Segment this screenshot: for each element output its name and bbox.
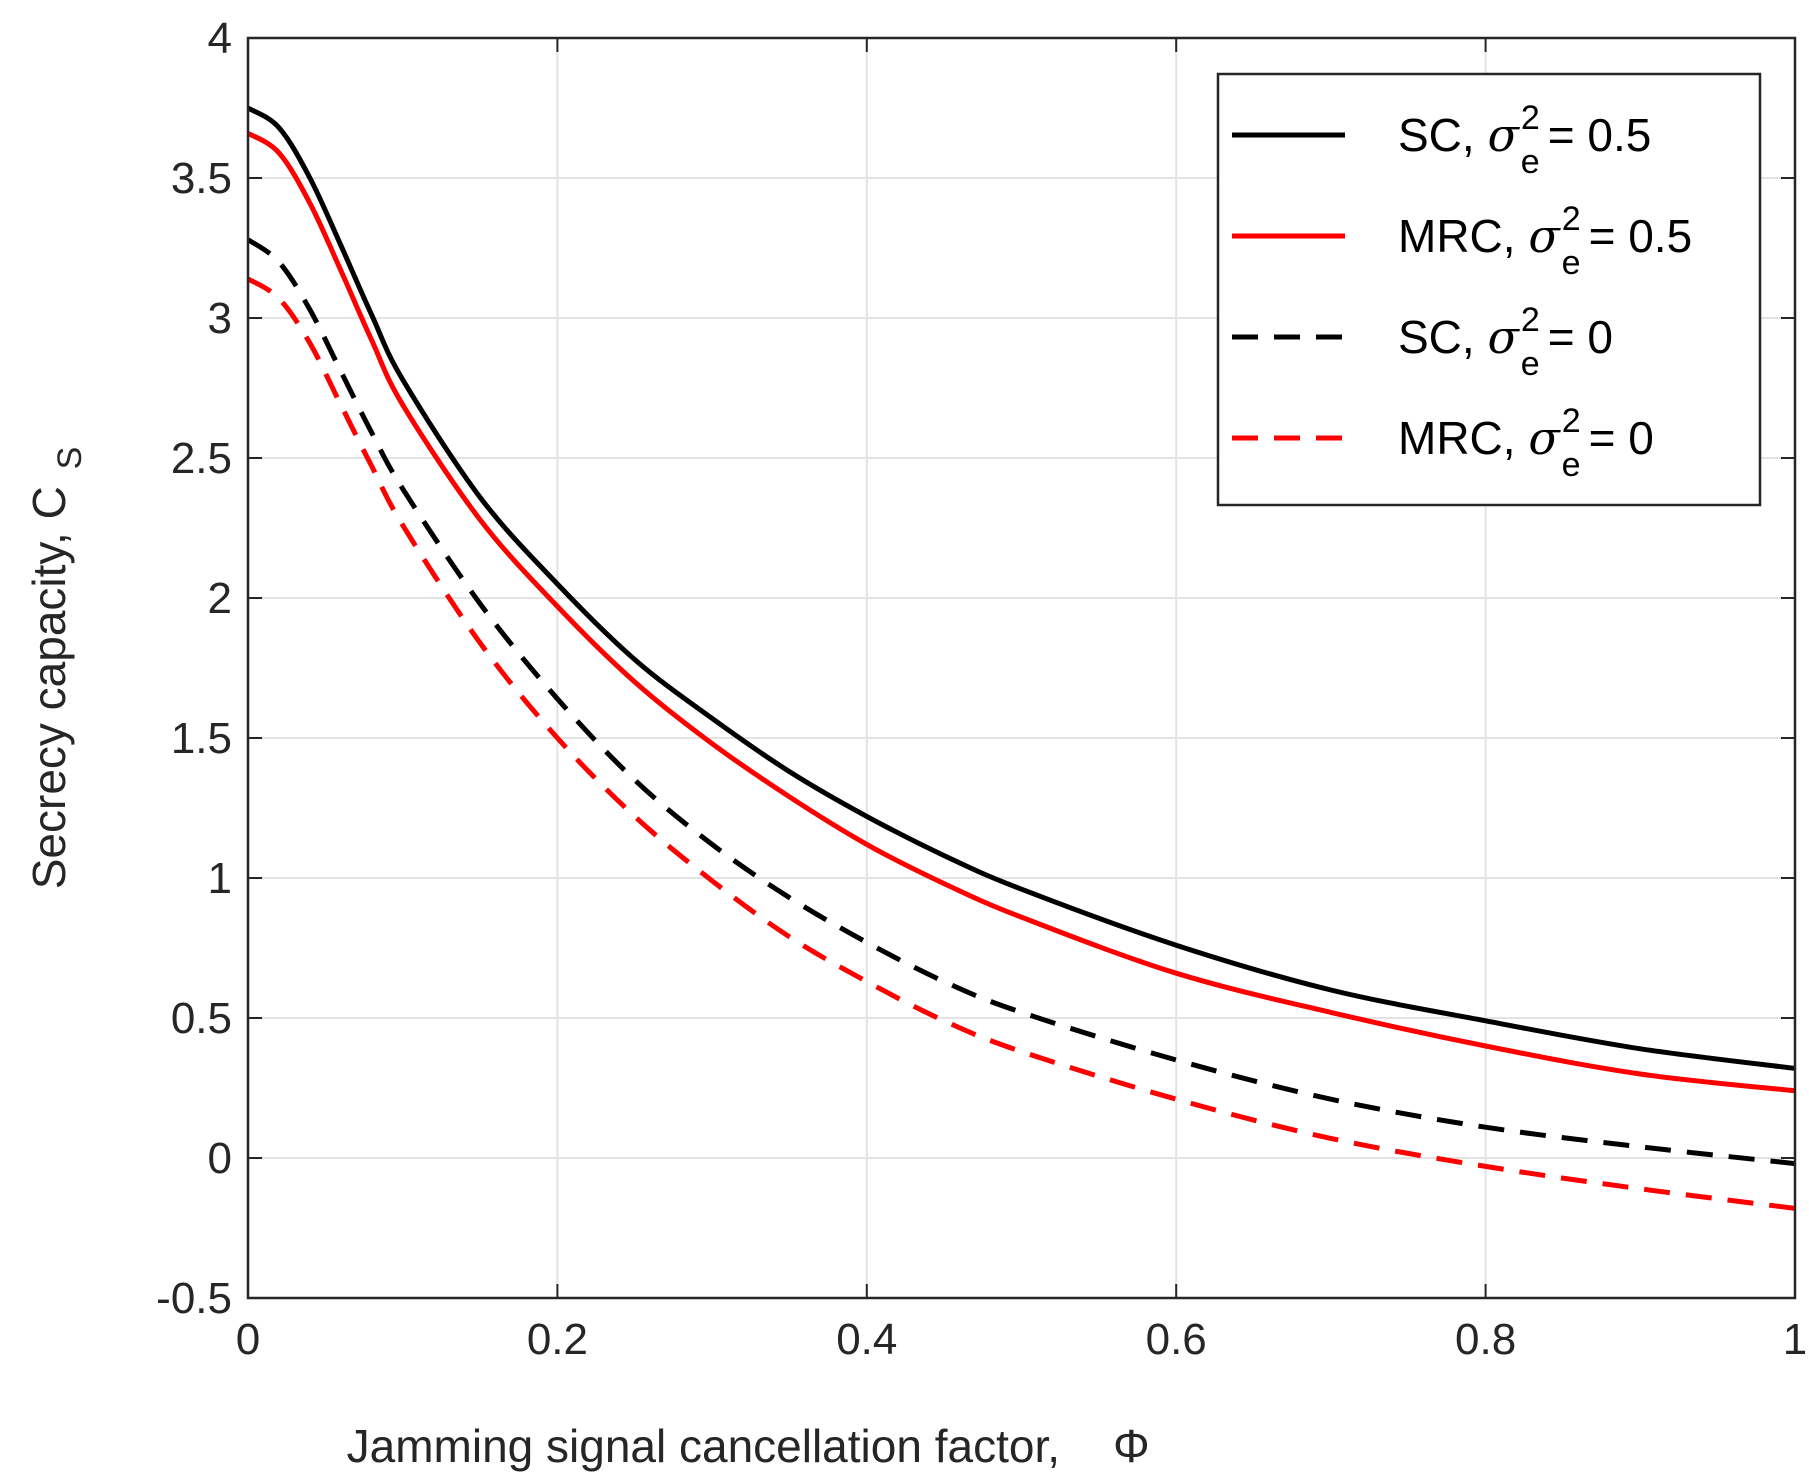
x-tick-label: 0.2: [527, 1315, 588, 1364]
y-tick-label: 3: [208, 294, 232, 343]
y-axis-label-group: Secrecy capacity, C S: [23, 447, 89, 890]
legend-label-mrc-0: MRC, σ2 e= 0: [1398, 402, 1654, 484]
x-tick-label: 0.6: [1146, 1315, 1207, 1364]
legend-superscript: 2: [1562, 402, 1581, 440]
legend-prefix: SC,: [1398, 109, 1487, 161]
legend-value: = 0: [1589, 412, 1654, 464]
y-axis-label: Secrecy capacity, C S: [23, 447, 89, 890]
legend-label-mrc-0-5: MRC, σ2 e= 0.5: [1398, 200, 1692, 282]
legend-sigma-symbol: σ: [1487, 310, 1520, 364]
legend-subscript: e: [1521, 345, 1540, 383]
legend-box: [1216, 72, 1762, 507]
y-axis-label-main: Secrecy capacity, C: [23, 486, 75, 889]
x-tick-label: 0: [236, 1315, 260, 1364]
y-tick-label: 2: [208, 574, 232, 623]
y-tick-label: 0: [208, 1134, 232, 1183]
tick-labels: 0 0.2 0.4 0.6 0.8 1-0.500.511.522.533.54: [156, 14, 1807, 1364]
legend-sigma-symbol: σ: [1528, 209, 1561, 263]
series-line-sc-0: [248, 237, 1795, 1167]
legend-subscript: e: [1562, 244, 1581, 282]
y-tick-label: 0.5: [171, 994, 232, 1043]
legend-label-sc-0: SC, σ2 e= 0: [1398, 301, 1613, 383]
x-axis-symbol: Φ: [1113, 1420, 1150, 1472]
x-axis-label: Jamming signal cancellation factor,: [347, 1420, 1060, 1472]
legend-value: = 0.5: [1548, 109, 1652, 161]
legend-value: = 0.5: [1589, 210, 1693, 262]
legend-label-sc-0-5: SC, σ2 e= 0.5: [1398, 99, 1651, 181]
series-line-mrc-0: [248, 276, 1795, 1211]
series-line-sc-0-5: [248, 105, 1795, 1071]
legend-superscript: 2: [1562, 200, 1581, 238]
legend-superscript: 2: [1521, 99, 1540, 137]
legend-prefix: MRC,: [1398, 412, 1528, 464]
y-tick-label: 4: [208, 14, 232, 63]
y-tick-label: 1.5: [171, 714, 232, 763]
legend-sigma-symbol: σ: [1528, 411, 1561, 465]
y-tick-label: 2.5: [171, 434, 232, 483]
series-line-mrc-0-5: [248, 131, 1795, 1094]
legend-subscript: e: [1521, 143, 1540, 181]
y-axis-label-subscript: S: [51, 447, 89, 470]
legend-sigma-symbol: σ: [1487, 108, 1520, 162]
data-series: [248, 105, 1795, 1211]
y-tick-label: -0.5: [156, 1274, 232, 1323]
x-tick-label: 0.4: [836, 1315, 897, 1364]
legend-value: = 0: [1548, 311, 1613, 363]
y-tick-label: 3.5: [171, 154, 232, 203]
axes-box: [246, 36, 1797, 1300]
legend-prefix: SC,: [1398, 311, 1487, 363]
legend-subscript: e: [1562, 446, 1581, 484]
legend-prefix: MRC,: [1398, 210, 1528, 262]
y-tick-label: 1: [208, 854, 232, 903]
x-tick-label: 0.8: [1455, 1315, 1516, 1364]
legend-superscript: 2: [1521, 301, 1540, 339]
x-tick-label: 1: [1783, 1315, 1807, 1364]
